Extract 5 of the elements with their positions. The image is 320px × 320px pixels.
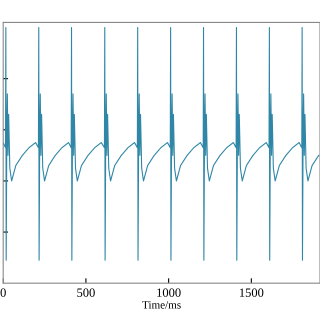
x-tick-label: 0 <box>0 288 6 297</box>
x-tick-label: 1500 <box>240 288 264 297</box>
x-axis-title: Time/ms <box>142 301 181 309</box>
x-tick-label: 1000 <box>157 288 181 297</box>
x-tick-label: 500 <box>77 288 95 297</box>
